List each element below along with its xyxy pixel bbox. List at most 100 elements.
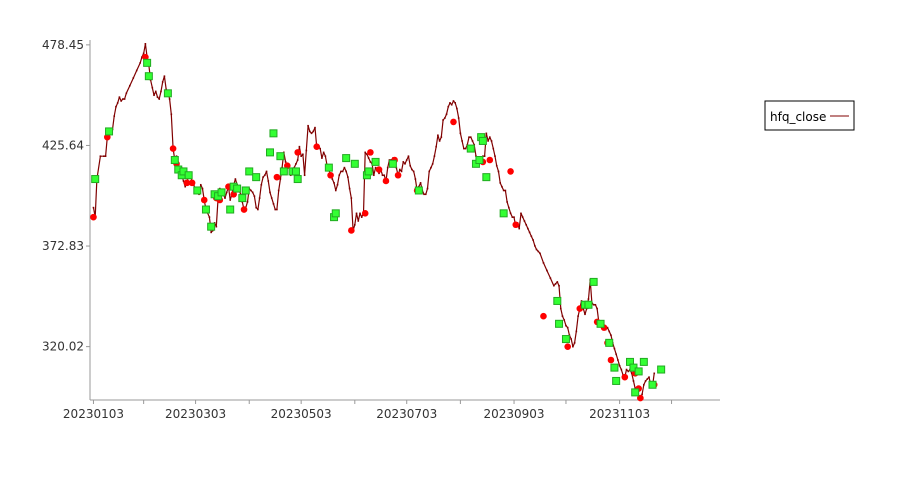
x-tick-label: 20231103	[589, 407, 650, 421]
series-point	[456, 107, 458, 110]
series-point	[558, 284, 560, 287]
buy-marker	[266, 148, 274, 157]
series-point	[409, 164, 411, 167]
sell-marker	[607, 356, 615, 364]
series-point	[142, 52, 145, 55]
series-point	[160, 90, 162, 93]
series-point	[554, 283, 557, 285]
series-point	[485, 132, 488, 135]
series-point	[331, 178, 334, 180]
sell-marker	[294, 149, 301, 156]
series-point	[355, 212, 358, 215]
series-point	[546, 269, 548, 272]
series-point	[154, 90, 157, 93]
series-point	[502, 189, 505, 192]
buy-marker	[293, 175, 302, 184]
series-point	[620, 368, 623, 371]
series-point	[404, 163, 406, 165]
series-point	[435, 145, 437, 148]
buy-marker	[553, 296, 562, 305]
x-tick-label: 20230503	[271, 407, 332, 421]
series-point	[302, 153, 304, 156]
series-point	[208, 216, 211, 218]
series-point	[615, 353, 617, 356]
series-point	[144, 43, 147, 45]
buy-marker	[226, 205, 235, 214]
sell-marker	[540, 312, 547, 320]
series-point	[122, 98, 124, 100]
y-tick-label: 320.02	[42, 340, 84, 354]
series-point	[345, 170, 347, 173]
series-point	[414, 178, 417, 180]
series-point	[520, 212, 522, 215]
buy-marker	[610, 363, 619, 372]
buy-marker	[279, 167, 288, 176]
sell-marker	[375, 166, 383, 173]
series-point	[617, 359, 619, 361]
series-point	[229, 199, 231, 201]
series-point	[483, 155, 486, 157]
series-point	[592, 303, 595, 306]
legend: hfq_close	[764, 100, 855, 131]
buy-marker	[466, 144, 475, 153]
series-point	[632, 380, 635, 382]
series-point	[120, 100, 122, 102]
series-point	[199, 183, 202, 186]
series-point	[338, 174, 341, 177]
series-point	[300, 155, 302, 157]
series-point	[499, 182, 501, 184]
y-tick-label: 478.45	[42, 38, 84, 52]
sell-marker	[348, 227, 355, 234]
buy-marker	[631, 388, 640, 397]
series-point	[433, 155, 436, 157]
series-point	[333, 182, 335, 184]
buy-marker	[482, 173, 491, 182]
series-point	[471, 140, 474, 142]
series-point	[402, 161, 405, 163]
series-point	[182, 180, 185, 182]
series-point	[348, 187, 351, 190]
buy-marker	[388, 159, 397, 168]
series-point	[452, 100, 455, 102]
series-point	[276, 208, 278, 211]
series-point	[312, 130, 315, 133]
series-point	[255, 206, 257, 209]
series-point	[250, 189, 252, 192]
series-point	[270, 197, 273, 199]
series-point	[573, 342, 576, 344]
buy-marker	[414, 186, 423, 195]
series-point	[267, 180, 270, 182]
series-point	[528, 231, 531, 234]
series-point	[613, 347, 616, 350]
series-point	[608, 330, 611, 333]
sell-marker	[486, 156, 494, 164]
series-point	[559, 307, 562, 310]
sell-marker	[230, 190, 237, 198]
series-point	[367, 157, 370, 159]
sell-marker	[512, 221, 520, 229]
series-point	[357, 220, 360, 222]
sell-marker	[169, 145, 177, 152]
buy-marker	[555, 319, 564, 328]
series-point	[509, 212, 512, 215]
sell-marker	[273, 173, 281, 181]
series-point	[374, 166, 377, 169]
sell-marker	[507, 168, 514, 175]
axes: 320.02 372.83 425.64 478.45 20230103 20230303…	[42, 38, 720, 421]
series-point	[426, 187, 429, 190]
x-tick-label: 20230703	[376, 407, 437, 421]
series-point	[487, 140, 489, 142]
series-point	[537, 250, 540, 253]
series-point	[156, 96, 159, 98]
series-point	[336, 183, 339, 186]
series-point	[340, 170, 342, 173]
series-point	[577, 315, 579, 317]
series-point	[161, 81, 164, 83]
series-point	[411, 168, 413, 171]
series-point	[648, 376, 650, 378]
series-point	[314, 126, 316, 129]
series-point	[423, 193, 425, 196]
series-point	[139, 62, 141, 64]
series-point	[587, 298, 590, 300]
sell-marker	[450, 118, 457, 126]
